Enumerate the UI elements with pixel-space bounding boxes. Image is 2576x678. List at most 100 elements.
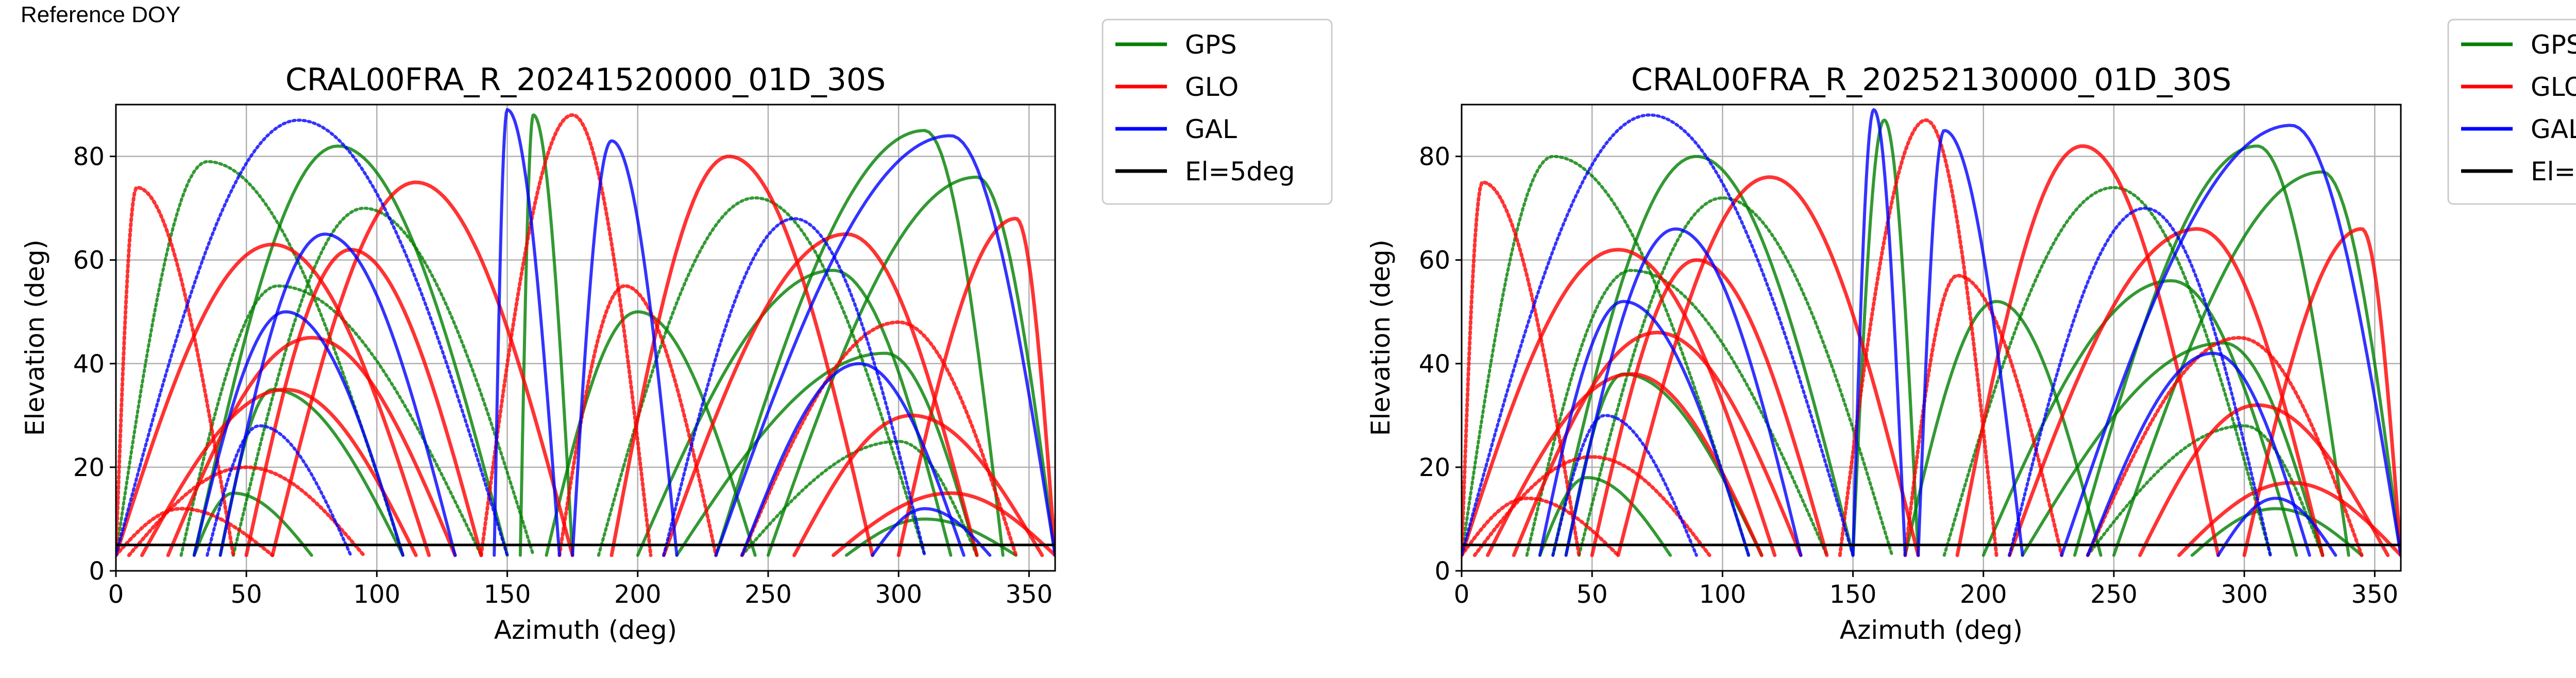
arc-gps (1942, 185, 2272, 557)
arc-gal (740, 362, 965, 557)
y-tick-label: 20 (73, 453, 105, 482)
arc-glo (1955, 144, 2220, 557)
arc-gps (179, 284, 483, 557)
y-tick-label: 60 (73, 246, 105, 275)
y-tick-label: 80 (73, 143, 105, 172)
x-tick-label: 0 (108, 580, 124, 609)
arc-glo (116, 506, 275, 557)
arc-gps (1538, 476, 1672, 557)
arc-gps (767, 175, 1055, 557)
arc-gal (1917, 129, 2024, 557)
chart-panel-left: 0 50 100 150 200 250 300 350 0 20 40 60 80 CRAL00FRA_… (20, 19, 1333, 645)
arc-gal (2086, 351, 2311, 557)
arc-glo (662, 232, 979, 557)
arc-gal (192, 310, 404, 557)
data-arcs (1462, 108, 2401, 557)
legend-label: GAL (2531, 114, 2576, 144)
arc-gps (844, 517, 1018, 557)
arc-glo (740, 320, 1018, 557)
arc-gal (1564, 227, 1803, 557)
arc-gps (1525, 268, 1828, 557)
y-tick-label: 0 (89, 557, 105, 586)
arc-glo (832, 491, 1055, 557)
arc-gps (1981, 279, 2298, 557)
legend-label: GLO (2531, 72, 2576, 102)
arc-gal (1851, 108, 1907, 557)
arc-gps (2086, 424, 2325, 557)
arc-glo (1486, 372, 1764, 557)
arc-glo (479, 113, 653, 557)
x-tick-label: 0 (1454, 580, 1470, 609)
arc-glo (1462, 248, 1777, 557)
legend-box (1101, 19, 1333, 205)
arc-gps (2021, 341, 2325, 557)
arc-glo (116, 185, 235, 557)
x-tick-label: 350 (2351, 580, 2399, 609)
arc-glo (1512, 330, 1803, 557)
x-tick-label: 100 (1699, 580, 1747, 609)
y-tick-label: 40 (1419, 350, 1450, 379)
arc-glo (1616, 175, 1920, 557)
arc-glo (1462, 180, 1581, 557)
chart-title: CRAL00FRA_R_20252130000_01D_30S (1631, 62, 2231, 98)
y-axis-label: Elevation (deg) (1366, 240, 1396, 436)
chart-panel-right: 0 50 100 150 200 250 300 350 0 20 40 60 80 CRAL00FRA_… (1366, 19, 2576, 645)
arc-gal (218, 232, 457, 557)
arc-glo (1462, 496, 1620, 557)
arc-gps (2190, 507, 2363, 557)
arc-glo (166, 335, 457, 557)
x-tick-label: 50 (231, 580, 262, 609)
x-tick-label: 50 (1577, 580, 1608, 609)
x-tick-label: 150 (484, 580, 531, 609)
axes-frame (1461, 104, 2402, 572)
arc-gal (1538, 300, 1750, 557)
arc-gal (2008, 207, 2272, 557)
legend-label: GPS (1185, 30, 1237, 60)
axes-frame (115, 104, 1056, 572)
y-tick-label: 40 (73, 350, 105, 379)
x-tick-label: 250 (744, 580, 792, 609)
arc-glo (116, 242, 431, 557)
arc-gps (231, 207, 535, 557)
y-tick-label: 80 (1419, 143, 1450, 172)
arc-gps (597, 196, 926, 557)
y-tick-label: 0 (1434, 557, 1450, 586)
arc-glo (2086, 336, 2364, 557)
arc-gps (1851, 118, 1920, 557)
arc-gps (714, 129, 1005, 557)
arc-gps (1551, 155, 1855, 557)
arc-gal (493, 108, 561, 557)
arc-gps (1462, 155, 1750, 557)
chart-title: CRAL00FRA_R_20241520000_01D_30S (285, 62, 886, 98)
arc-glo (2177, 481, 2401, 557)
arc-gal (662, 217, 926, 557)
arc-gal (2060, 124, 2401, 557)
legend-label: El=5deg (2531, 157, 2576, 187)
arc-gps (518, 113, 574, 557)
y-tick-label: 20 (1419, 453, 1450, 482)
arc-glo (2242, 227, 2401, 557)
x-tick-label: 300 (875, 580, 922, 609)
arc-glo (1838, 118, 1998, 557)
arc-gal (571, 139, 679, 557)
arc-gps (192, 144, 509, 557)
arc-glo (1590, 258, 1829, 557)
arc-gps (1903, 300, 2103, 557)
arc-gal (1551, 414, 1698, 557)
arc-glo (557, 284, 718, 557)
arc-glo (2138, 403, 2390, 557)
arc-gps (218, 388, 404, 557)
header-label: Reference DOY (21, 2, 181, 27)
x-tick-label: 350 (1006, 580, 1053, 609)
x-axis-label: Azimuth (deg) (494, 615, 677, 645)
x-axis-label: Azimuth (deg) (1840, 615, 2023, 645)
legend-label: El=5deg (1185, 157, 1295, 187)
x-tick-label: 200 (1960, 580, 2007, 609)
x-tick-label: 200 (614, 580, 662, 609)
arc-gal (206, 424, 352, 557)
arc-gps (2112, 170, 2401, 557)
legend-box (2447, 19, 2576, 205)
x-tick-label: 100 (353, 580, 401, 609)
arc-glo (270, 180, 574, 557)
arc-gal (2216, 497, 2337, 557)
